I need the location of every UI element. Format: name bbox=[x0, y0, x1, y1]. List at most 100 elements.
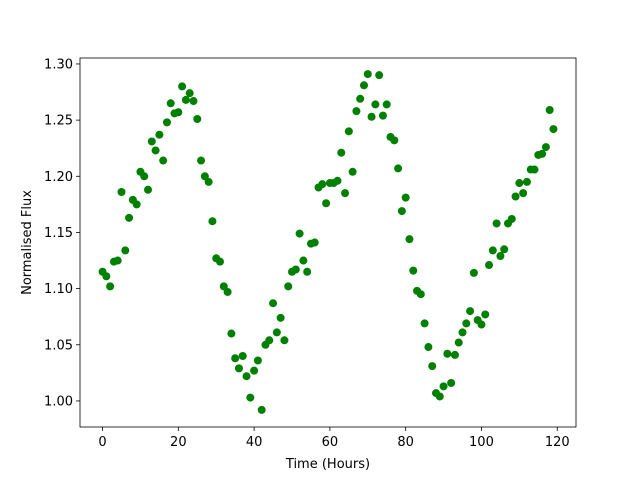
point bbox=[496, 252, 505, 261]
point bbox=[231, 354, 240, 363]
point bbox=[348, 167, 357, 176]
point bbox=[284, 282, 293, 291]
point bbox=[265, 336, 274, 345]
point bbox=[208, 217, 217, 226]
point bbox=[155, 130, 164, 139]
plot-frame bbox=[79, 57, 577, 428]
point bbox=[466, 307, 475, 316]
point bbox=[538, 149, 547, 158]
x-tick-label: 120 bbox=[545, 435, 570, 450]
point bbox=[363, 70, 372, 79]
point bbox=[477, 320, 486, 329]
point bbox=[367, 112, 376, 121]
point bbox=[151, 146, 160, 155]
point bbox=[159, 156, 168, 165]
point bbox=[371, 100, 380, 109]
point bbox=[356, 94, 365, 103]
point bbox=[204, 177, 213, 186]
point bbox=[458, 328, 467, 337]
point bbox=[481, 310, 490, 319]
y-tick-label: 1.05 bbox=[44, 338, 73, 353]
point bbox=[185, 89, 194, 98]
point bbox=[488, 246, 497, 255]
point bbox=[197, 156, 206, 165]
point bbox=[200, 172, 209, 181]
point bbox=[227, 329, 236, 338]
x-tick-label: 80 bbox=[397, 435, 414, 450]
point bbox=[299, 256, 308, 265]
point bbox=[223, 287, 232, 296]
point bbox=[519, 189, 528, 198]
point bbox=[295, 229, 304, 238]
point bbox=[435, 392, 444, 401]
point bbox=[428, 362, 437, 371]
y-tick-label: 1.30 bbox=[44, 57, 73, 72]
point bbox=[359, 81, 368, 90]
point bbox=[272, 328, 281, 337]
point bbox=[117, 188, 126, 197]
point bbox=[454, 338, 463, 347]
x-tick-label: 20 bbox=[170, 435, 187, 450]
point bbox=[333, 176, 342, 185]
point bbox=[450, 350, 459, 359]
x-tick-label: 0 bbox=[98, 435, 106, 450]
point bbox=[549, 125, 558, 134]
y-tick-label: 1.20 bbox=[44, 170, 73, 185]
point bbox=[545, 106, 554, 115]
point bbox=[397, 207, 406, 216]
point bbox=[447, 378, 456, 387]
point bbox=[394, 164, 403, 173]
point bbox=[166, 99, 175, 108]
point bbox=[375, 71, 384, 80]
point bbox=[500, 245, 509, 254]
point bbox=[106, 282, 115, 291]
point bbox=[189, 97, 198, 106]
x-tick-label: 100 bbox=[469, 435, 494, 450]
point bbox=[469, 268, 478, 277]
point bbox=[511, 192, 520, 201]
point bbox=[485, 261, 494, 270]
point bbox=[382, 100, 391, 109]
point bbox=[541, 143, 550, 152]
point bbox=[439, 382, 448, 391]
point bbox=[530, 165, 539, 174]
point bbox=[341, 189, 350, 198]
point bbox=[121, 246, 130, 255]
y-tick-label: 1.25 bbox=[44, 114, 73, 129]
point bbox=[322, 199, 331, 208]
point bbox=[193, 114, 202, 123]
point bbox=[147, 137, 156, 146]
point bbox=[378, 111, 387, 120]
point bbox=[132, 200, 141, 209]
point bbox=[405, 235, 414, 244]
point bbox=[337, 148, 346, 157]
point bbox=[144, 185, 153, 194]
point bbox=[102, 272, 111, 281]
point bbox=[178, 82, 187, 91]
point bbox=[257, 405, 266, 414]
y-axis-label: Normalised Flux bbox=[20, 190, 35, 295]
point bbox=[234, 364, 243, 373]
point bbox=[162, 118, 171, 127]
point bbox=[242, 372, 251, 381]
point bbox=[352, 107, 361, 116]
x-tick-label: 60 bbox=[322, 435, 339, 450]
point bbox=[409, 266, 418, 275]
point bbox=[181, 95, 190, 104]
y-tick-label: 1.00 bbox=[44, 394, 73, 409]
point bbox=[443, 349, 452, 358]
point bbox=[250, 366, 259, 375]
x-tick-label: 40 bbox=[246, 435, 263, 450]
point bbox=[401, 193, 410, 202]
point bbox=[291, 265, 300, 274]
point bbox=[216, 257, 225, 266]
point bbox=[424, 343, 433, 352]
point bbox=[344, 127, 353, 136]
point bbox=[522, 177, 531, 186]
point bbox=[515, 179, 524, 188]
point bbox=[219, 282, 228, 291]
point bbox=[420, 319, 429, 328]
point bbox=[507, 214, 516, 223]
